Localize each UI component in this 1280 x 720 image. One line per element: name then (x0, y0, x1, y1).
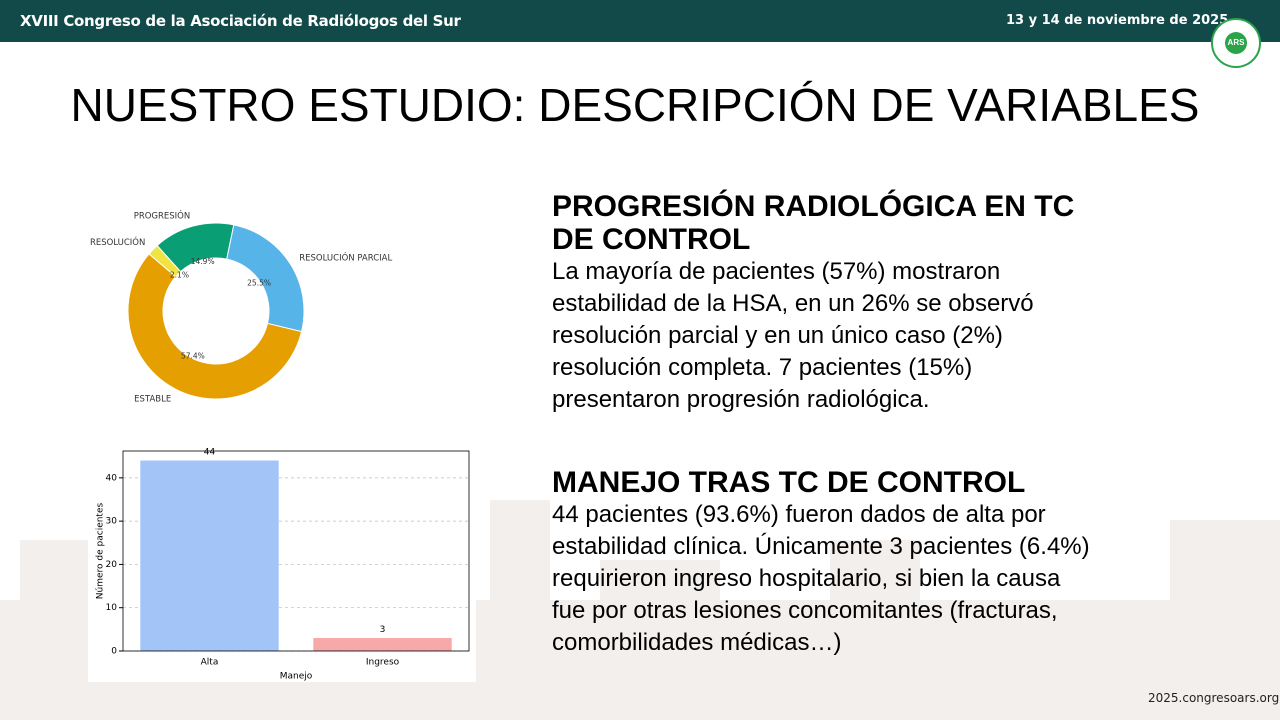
section: MANEJO TRAS TC DE CONTROL 44 pacientes (9… (552, 466, 1192, 659)
body-line: estabilidad clínica. Únicamente 3 pacien… (552, 533, 1090, 560)
heading-line: MANEJO TRAS TC DE CONTROL (552, 466, 1026, 499)
bar (140, 460, 279, 651)
section-heading: PROGRESIÓN RADIOLÓGICA EN TC DE CONTROL (552, 190, 1192, 256)
x-axis-label: Manejo (280, 672, 313, 682)
slice-label: RESOLUCIÓN PARCIAL (299, 252, 392, 264)
donut-slice (148, 244, 182, 278)
bar-value-label: 44 (204, 448, 216, 458)
y-tick-label: 10 (106, 603, 118, 613)
body-line: resolución parcial y en un único caso (2… (552, 322, 1003, 349)
slice-label: ESTABLE (134, 394, 171, 404)
body-line: resolución completa. 7 pacientes (15%) (552, 354, 973, 381)
slice-percent: 14.9% (191, 257, 215, 266)
logo-text: ARS (1225, 32, 1247, 54)
y-axis-label: Número de pacientes (96, 502, 106, 599)
slice-percent: 2.1% (170, 270, 189, 279)
plot-frame (122, 450, 470, 652)
y-tick-label: 20 (106, 560, 118, 570)
slice-label: PROGRESIÓN (134, 209, 191, 221)
section-heading: MANEJO TRAS TC DE CONTROL (552, 466, 1192, 499)
heading-line: PROGRESIÓN RADIOLÓGICA EN TC (552, 190, 1075, 223)
slice-percent: 25.5% (247, 279, 271, 288)
bar-value-label: 3 (380, 625, 386, 635)
top-bar: XVIII Congreso de la Asociación de Radió… (0, 0, 1280, 42)
y-tick-label: 40 (106, 473, 118, 483)
logo: ARS (1211, 18, 1261, 68)
conference-date: 13 y 14 de noviembre de 2025 (1006, 13, 1229, 28)
x-tick-label: Alta (201, 658, 219, 668)
body-line: fue por otras lesiones concomitantes (fr… (552, 597, 1058, 624)
footer-url: 2025.congresoars.org (1148, 691, 1280, 705)
x-tick-label: Ingreso (366, 658, 400, 668)
y-tick-label: 30 (106, 517, 118, 527)
slice-percent: 57.4% (181, 351, 205, 360)
heading-line: DE CONTROL (552, 223, 751, 256)
section-body: 44 pacientes (93.6%) fueron dados de alt… (552, 499, 1192, 659)
body-line: La mayoría de pacientes (57%) mostraron (552, 258, 1001, 285)
body-line: estabilidad de la HSA, en un 26% se obse… (552, 290, 1034, 317)
bar (313, 638, 452, 651)
body-line: requirieron ingreso hospitalario, si bie… (552, 565, 1061, 592)
slice-label: RESOLUCIÓN (90, 236, 145, 248)
slide-title: NUESTRO ESTUDIO: DESCRIPCIÓN DE VARIABLE… (70, 79, 1200, 131)
section-body: La mayoría de pacientes (57%) mostraron e… (552, 256, 1192, 416)
conference-name: XVIII Congreso de la Asociación de Radió… (20, 12, 461, 30)
section: PROGRESIÓN RADIOLÓGICA EN TC DE CONTROL La… (552, 190, 1192, 416)
y-tick-label: 0 (111, 647, 117, 657)
body-line: 44 pacientes (93.6%) fueron dados de alt… (552, 501, 1046, 528)
donut-slice (127, 253, 303, 400)
body-line: comorbilidades médicas…) (552, 629, 842, 656)
body-line: presentaron progresión radiológica. (552, 386, 930, 413)
